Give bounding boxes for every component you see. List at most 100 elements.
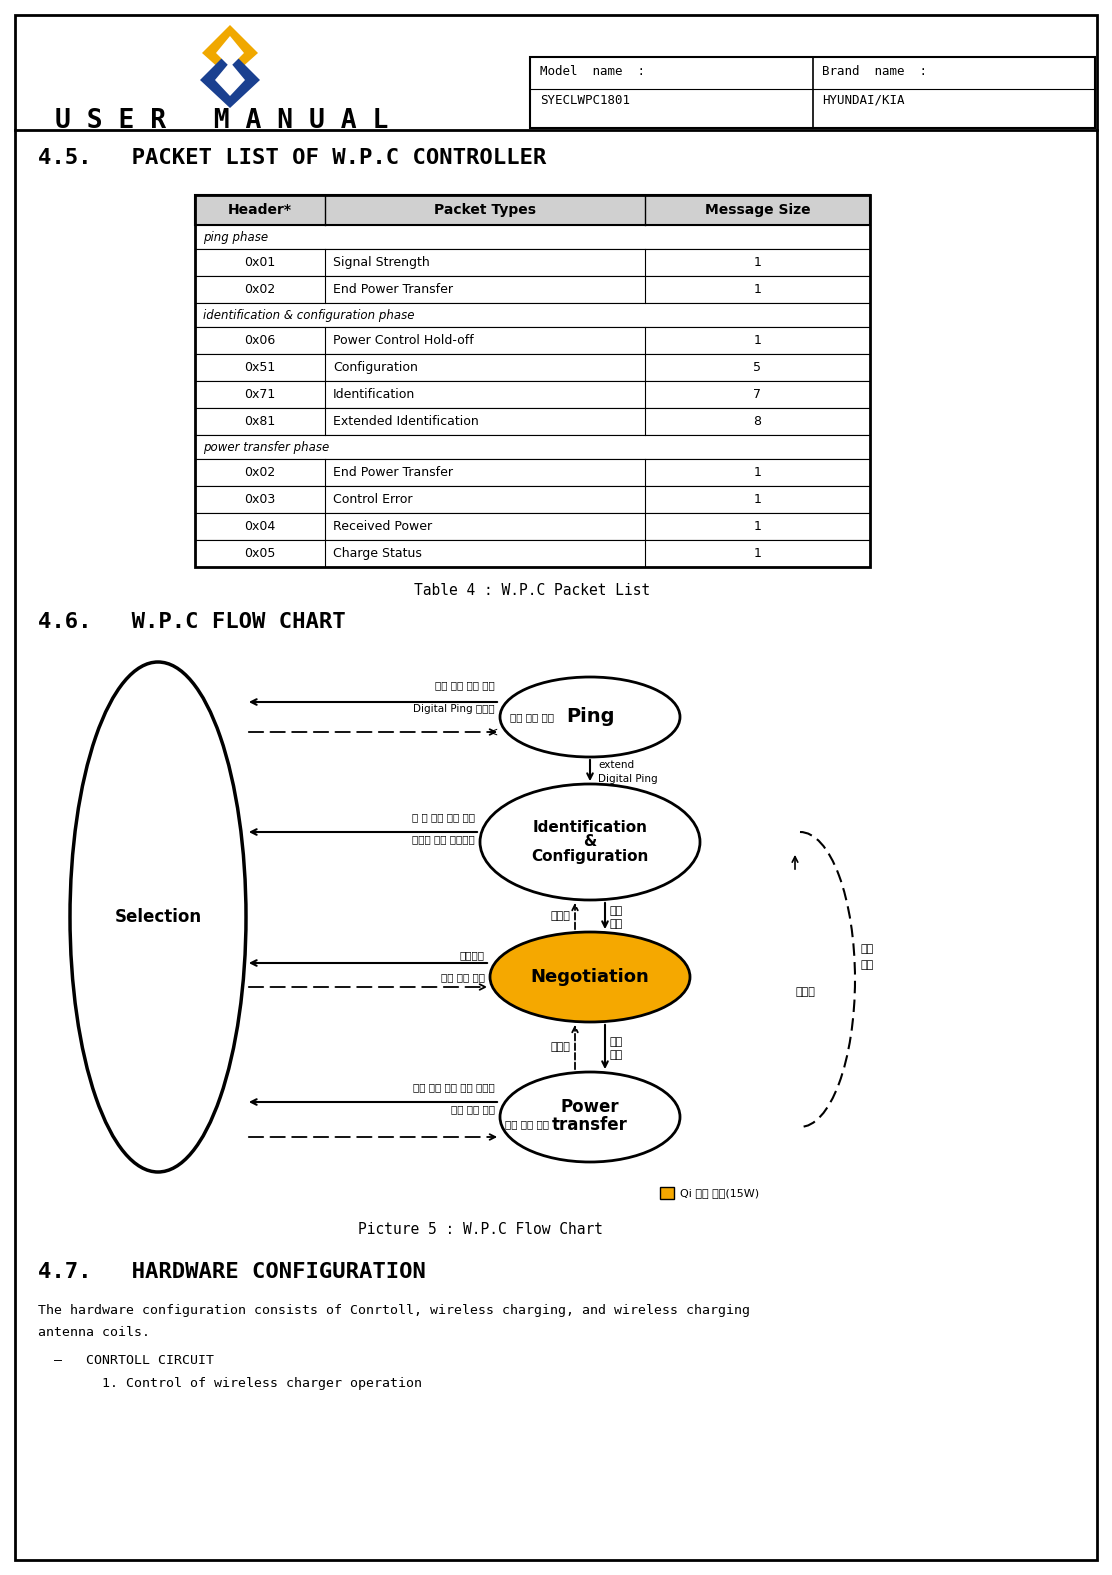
Text: Identification: Identification [533, 821, 647, 835]
Text: U S E R   M A N U A L: U S E R M A N U A L [54, 109, 388, 134]
Bar [195, 225, 870, 249]
Text: 0x02: 0x02 [245, 466, 276, 479]
Bar [661, 1188, 674, 1199]
Bar [195, 195, 870, 225]
Text: extend: extend [598, 761, 634, 770]
Text: 0x03: 0x03 [245, 493, 276, 506]
Text: 7: 7 [754, 387, 762, 402]
Text: 5: 5 [754, 361, 762, 373]
Text: 1: 1 [754, 466, 762, 479]
Text: Table 4 : W.P.C Packet List: Table 4 : W.P.C Packet List [415, 583, 651, 598]
Text: Header*: Header* [228, 203, 292, 217]
Text: 1. Control of wireless charger operation: 1. Control of wireless charger operation [38, 1377, 421, 1391]
Text: 0x05: 0x05 [245, 547, 276, 561]
Text: SYECLWPC1801: SYECLWPC1801 [540, 94, 631, 107]
Text: 0x51: 0x51 [245, 361, 276, 373]
Text: 시간초과: 시간초과 [460, 950, 485, 961]
Text: 파워: 파워 [861, 945, 874, 954]
Bar [195, 381, 870, 408]
Text: Configuration: Configuration [532, 849, 648, 865]
Text: 0x06: 0x06 [245, 334, 276, 346]
Text: 0x71: 0x71 [245, 387, 276, 402]
Text: 0x02: 0x02 [245, 284, 276, 296]
Text: 파워 전달 완료: 파워 전달 완료 [505, 1118, 549, 1129]
Text: Message Size: Message Size [705, 203, 811, 217]
Text: Digital Ping 무용답: Digital Ping 무용답 [414, 704, 495, 713]
Text: antenna coils.: antenna coils. [38, 1326, 150, 1339]
Text: 4.5.   PACKET LIST OF W.P.C CONTROLLER: 4.5. PACKET LIST OF W.P.C CONTROLLER [38, 148, 546, 169]
Text: 협상: 협상 [610, 906, 623, 917]
Bar [195, 513, 870, 540]
Text: 1: 1 [754, 334, 762, 346]
Text: The hardware configuration consists of Conrtoll, wireless charging, and wireless: The hardware configuration consists of C… [38, 1304, 749, 1317]
Text: 알수 없는 에러 시간 초과로: 알수 없는 에러 시간 초과로 [414, 1082, 495, 1091]
Text: Configuration: Configuration [332, 361, 418, 373]
Text: 재설정: 재설정 [550, 910, 570, 921]
Text: Identification: Identification [332, 387, 415, 402]
Text: 알 수 없는 패킷 전송: 알 수 없는 패킷 전송 [413, 813, 475, 822]
Text: Selection: Selection [115, 909, 201, 926]
Text: End Power Transfer: End Power Transfer [332, 284, 453, 296]
Text: 0x04: 0x04 [245, 520, 276, 532]
Text: 1: 1 [754, 520, 762, 532]
Bar [195, 408, 870, 435]
Text: Brand  name  :: Brand name : [823, 65, 927, 79]
Text: 4.7.   HARDWARE CONFIGURATION: 4.7. HARDWARE CONFIGURATION [38, 1262, 426, 1282]
Text: 파워 전송 시도 요청: 파워 전송 시도 요청 [435, 680, 495, 690]
Text: 에러에 대한 시간초과: 에러에 대한 시간초과 [413, 835, 475, 844]
Text: Extended Identification: Extended Identification [332, 414, 479, 428]
Ellipse shape [70, 662, 246, 1172]
Text: 파워 전송 중단: 파워 전송 중단 [441, 972, 485, 981]
Bar [195, 458, 870, 487]
Text: HYUNDAI/KIA: HYUNDAI/KIA [823, 94, 905, 107]
Ellipse shape [490, 932, 691, 1022]
Polygon shape [202, 25, 258, 79]
Text: Charge Status: Charge Status [332, 547, 421, 561]
Text: 전송: 전송 [861, 961, 874, 970]
Text: identification & configuration phase: identification & configuration phase [203, 309, 415, 321]
Bar [195, 328, 870, 354]
Text: Control Error: Control Error [332, 493, 413, 506]
Text: Model  name  :: Model name : [540, 65, 645, 79]
Text: 0x81: 0x81 [245, 414, 276, 428]
Bar [195, 354, 870, 381]
Text: 재설성: 재설성 [795, 988, 815, 997]
Text: 1: 1 [754, 547, 762, 561]
Text: 요구: 요구 [610, 918, 623, 929]
Bar [195, 195, 870, 567]
Text: 0x01: 0x01 [245, 257, 276, 269]
Text: 1: 1 [754, 257, 762, 269]
Text: Digital Ping: Digital Ping [598, 773, 657, 783]
Text: <: < [487, 726, 498, 739]
Text: Power: Power [560, 1098, 619, 1117]
Text: Power Control Hold-off: Power Control Hold-off [332, 334, 474, 346]
Ellipse shape [500, 677, 681, 758]
Bar [530, 57, 1095, 128]
Text: 1: 1 [754, 284, 762, 296]
Text: Qi 신규 표준(15W): Qi 신규 표준(15W) [681, 1188, 759, 1199]
Bar [195, 249, 870, 276]
Text: Picture 5 : W.P.C Flow Chart: Picture 5 : W.P.C Flow Chart [357, 1222, 603, 1236]
Bar [195, 435, 870, 458]
Polygon shape [216, 36, 244, 68]
Polygon shape [200, 50, 260, 109]
Ellipse shape [500, 1073, 681, 1162]
Text: transfer: transfer [552, 1117, 628, 1134]
Text: Signal Strength: Signal Strength [332, 257, 429, 269]
Text: End Power Transfer: End Power Transfer [332, 466, 453, 479]
Text: 재협상: 재협상 [550, 1043, 570, 1052]
Bar [195, 540, 870, 567]
Bar [195, 302, 870, 328]
Text: Received Power: Received Power [332, 520, 433, 532]
Text: Negotiation: Negotiation [530, 969, 649, 986]
Text: 전송: 전송 [610, 1051, 623, 1060]
Text: power transfer phase: power transfer phase [203, 441, 329, 454]
Text: Packet Types: Packet Types [434, 203, 536, 217]
Bar [195, 276, 870, 302]
Text: &: & [584, 835, 597, 849]
Ellipse shape [480, 784, 699, 899]
Text: 4.6.   W.P.C FLOW CHART: 4.6. W.P.C FLOW CHART [38, 613, 346, 632]
Text: ping phase: ping phase [203, 230, 268, 244]
Text: 1: 1 [754, 493, 762, 506]
Text: 파워: 파워 [610, 1036, 623, 1047]
